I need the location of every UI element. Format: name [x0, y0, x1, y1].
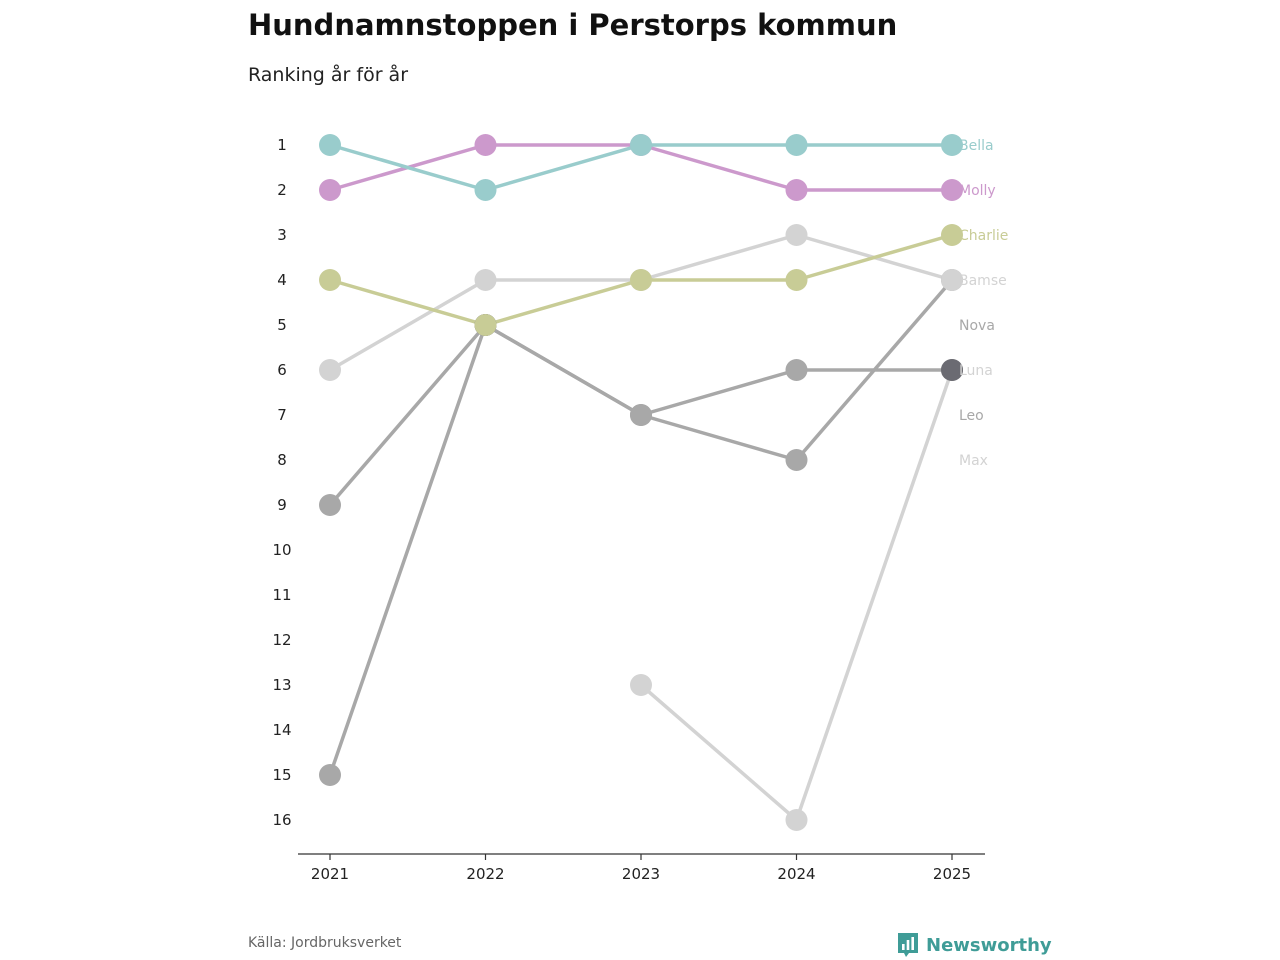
series-label-nova: Nova — [959, 318, 995, 334]
x-tick-label: 2022 — [466, 865, 504, 883]
data-point-charlie[interactable] — [474, 314, 497, 336]
data-point-max[interactable] — [630, 674, 652, 696]
y-tick-label: 10 — [272, 541, 291, 559]
bar-chart-logo-icon — [898, 933, 918, 957]
series-label-bamse: Bamse — [959, 273, 1007, 289]
data-point-charlie[interactable] — [941, 224, 963, 246]
series-line-charlie — [794, 233, 954, 282]
y-tick-label: 7 — [277, 406, 287, 424]
data-point-charlie[interactable] — [630, 269, 652, 291]
data-point-bella[interactable] — [474, 179, 497, 201]
brand-logo[interactable]: Newsworthy — [897, 932, 1052, 958]
chart-subtitle: Ranking år för år — [248, 64, 409, 86]
y-tick-label: 15 — [272, 766, 291, 784]
data-point-charlie[interactable] — [785, 269, 808, 291]
series-line-max — [639, 683, 799, 822]
series-label-max: Max — [959, 453, 988, 469]
data-point-bella[interactable] — [630, 134, 652, 156]
series-line-charlie — [483, 278, 643, 327]
data-point-luna[interactable] — [785, 224, 808, 246]
data-point-molly[interactable] — [941, 179, 963, 201]
data-point-luna[interactable] — [474, 269, 497, 291]
data-point-luna[interactable] — [319, 359, 341, 381]
y-tick-label: 16 — [272, 811, 291, 829]
data-point-bella[interactable] — [785, 134, 808, 156]
y-tick-label: 14 — [272, 721, 291, 739]
series-label-luna: Luna — [959, 363, 993, 379]
series-line-leo — [639, 413, 799, 462]
series-label-molly: Molly — [959, 183, 996, 199]
series-line-bella — [328, 143, 488, 192]
data-point-bella[interactable] — [319, 134, 341, 156]
series-label-charlie: Charlie — [959, 228, 1008, 244]
series-line-luna — [328, 278, 488, 372]
chart-title: Hundnamnstoppen i Perstorps kommun — [248, 8, 898, 42]
brand-name: Newsworthy — [926, 934, 1052, 956]
data-point-bella[interactable] — [941, 134, 963, 156]
series-label-bella: Bella — [959, 138, 994, 154]
data-point-molly[interactable] — [474, 134, 497, 156]
y-tick-label: 3 — [277, 226, 287, 244]
y-tick-label: 9 — [277, 496, 287, 514]
y-tick-label: 11 — [272, 586, 291, 604]
x-tick-label: 2021 — [311, 865, 349, 883]
data-point-molly[interactable] — [785, 179, 808, 201]
x-tick-label: 2025 — [933, 865, 971, 883]
series-label-leo: Leo — [959, 408, 984, 424]
data-point-nova[interactable] — [630, 404, 652, 426]
data-point-luna[interactable] — [941, 269, 963, 291]
series-line-leo — [328, 323, 488, 507]
data-point-nova[interactable] — [785, 359, 808, 381]
x-tick-label: 2024 — [777, 865, 815, 883]
data-point-leo[interactable] — [319, 494, 341, 516]
x-tick-label: 2023 — [622, 865, 660, 883]
series-line-nova — [639, 368, 799, 417]
y-tick-label: 2 — [277, 181, 287, 199]
series-line-max — [794, 368, 954, 822]
y-tick-label: 8 — [277, 451, 287, 469]
data-point-nova[interactable] — [319, 764, 341, 786]
y-tick-label: 12 — [272, 631, 291, 649]
data-point-bamse[interactable] — [941, 359, 963, 381]
y-tick-label: 6 — [277, 361, 287, 379]
y-tick-label: 1 — [277, 136, 287, 154]
source-note: Källa: Jordbruksverket — [248, 935, 402, 951]
series-line-charlie — [328, 278, 488, 327]
series-line-nova — [328, 323, 488, 777]
series-line-luna — [639, 233, 799, 282]
series-line-nova — [483, 323, 643, 417]
data-point-molly[interactable] — [319, 179, 341, 201]
series-line-bella — [483, 143, 643, 192]
y-tick-label: 5 — [277, 316, 287, 334]
data-point-leo[interactable] — [785, 449, 808, 471]
data-point-max[interactable] — [785, 809, 808, 831]
y-tick-label: 13 — [272, 676, 291, 694]
data-point-charlie[interactable] — [319, 269, 341, 291]
series-line-molly — [639, 143, 799, 192]
y-tick-label: 4 — [277, 271, 287, 289]
